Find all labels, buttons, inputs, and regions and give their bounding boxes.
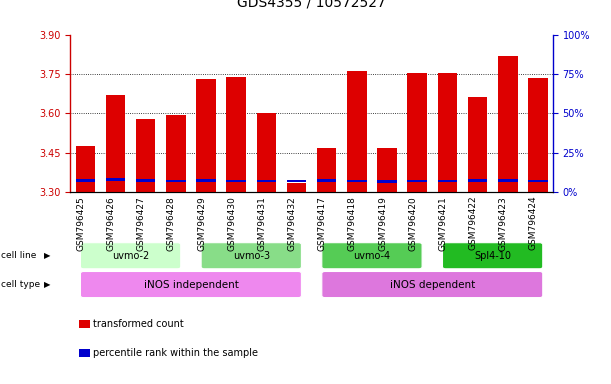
Text: GSM796425: GSM796425 bbox=[76, 196, 86, 251]
Bar bbox=[76, 146, 95, 192]
Text: ▶: ▶ bbox=[44, 251, 51, 260]
Text: GSM796426: GSM796426 bbox=[106, 196, 115, 251]
Text: GSM796431: GSM796431 bbox=[257, 196, 266, 251]
Text: cell line: cell line bbox=[1, 251, 37, 260]
Text: GSM796423: GSM796423 bbox=[499, 196, 508, 251]
Text: GSM796432: GSM796432 bbox=[288, 196, 296, 251]
Bar bbox=[498, 179, 518, 182]
Text: uvmo-2: uvmo-2 bbox=[112, 251, 149, 261]
Bar bbox=[227, 77, 246, 192]
Text: iNOS dependent: iNOS dependent bbox=[390, 280, 475, 290]
Text: Spl4-10: Spl4-10 bbox=[474, 251, 511, 261]
Text: GDS4355 / 10572527: GDS4355 / 10572527 bbox=[237, 0, 386, 10]
Text: GSM796427: GSM796427 bbox=[137, 196, 145, 251]
Bar bbox=[347, 180, 367, 182]
Bar bbox=[76, 179, 95, 182]
Bar bbox=[408, 73, 427, 192]
Bar bbox=[287, 180, 306, 182]
Text: uvmo-4: uvmo-4 bbox=[353, 251, 390, 261]
Text: GSM796418: GSM796418 bbox=[348, 196, 357, 251]
Bar bbox=[468, 97, 488, 192]
Text: GSM796419: GSM796419 bbox=[378, 196, 387, 251]
Text: transformed count: transformed count bbox=[93, 319, 185, 329]
Text: iNOS independent: iNOS independent bbox=[144, 280, 238, 290]
Bar bbox=[257, 180, 276, 182]
Bar bbox=[136, 119, 155, 192]
Bar bbox=[227, 180, 246, 182]
Bar bbox=[528, 180, 547, 182]
Bar bbox=[377, 148, 397, 192]
Bar bbox=[166, 114, 186, 192]
Bar bbox=[196, 79, 216, 192]
Text: GSM796430: GSM796430 bbox=[227, 196, 236, 251]
Bar bbox=[377, 180, 397, 183]
Text: GSM796429: GSM796429 bbox=[197, 196, 206, 251]
Bar bbox=[257, 113, 276, 192]
Bar bbox=[408, 180, 427, 182]
Bar bbox=[196, 179, 216, 182]
Bar bbox=[106, 95, 125, 192]
Bar bbox=[347, 71, 367, 192]
Text: GSM796420: GSM796420 bbox=[408, 196, 417, 251]
Bar bbox=[528, 78, 547, 192]
Bar bbox=[287, 183, 306, 192]
Bar bbox=[166, 180, 186, 182]
Bar bbox=[317, 179, 337, 182]
Bar bbox=[437, 73, 457, 192]
Text: GSM796421: GSM796421 bbox=[438, 196, 447, 251]
Bar bbox=[106, 178, 125, 181]
Text: GSM796417: GSM796417 bbox=[318, 196, 327, 251]
Text: GSM796422: GSM796422 bbox=[469, 196, 478, 250]
Text: GSM796428: GSM796428 bbox=[167, 196, 176, 251]
Bar bbox=[136, 179, 155, 182]
Text: cell type: cell type bbox=[1, 280, 40, 289]
Bar bbox=[317, 148, 337, 192]
Bar bbox=[498, 56, 518, 192]
Text: GSM796424: GSM796424 bbox=[529, 196, 538, 250]
Text: ▶: ▶ bbox=[44, 280, 51, 289]
Text: uvmo-3: uvmo-3 bbox=[233, 251, 270, 261]
Bar bbox=[468, 179, 488, 182]
Text: percentile rank within the sample: percentile rank within the sample bbox=[93, 348, 258, 358]
Bar bbox=[437, 180, 457, 182]
